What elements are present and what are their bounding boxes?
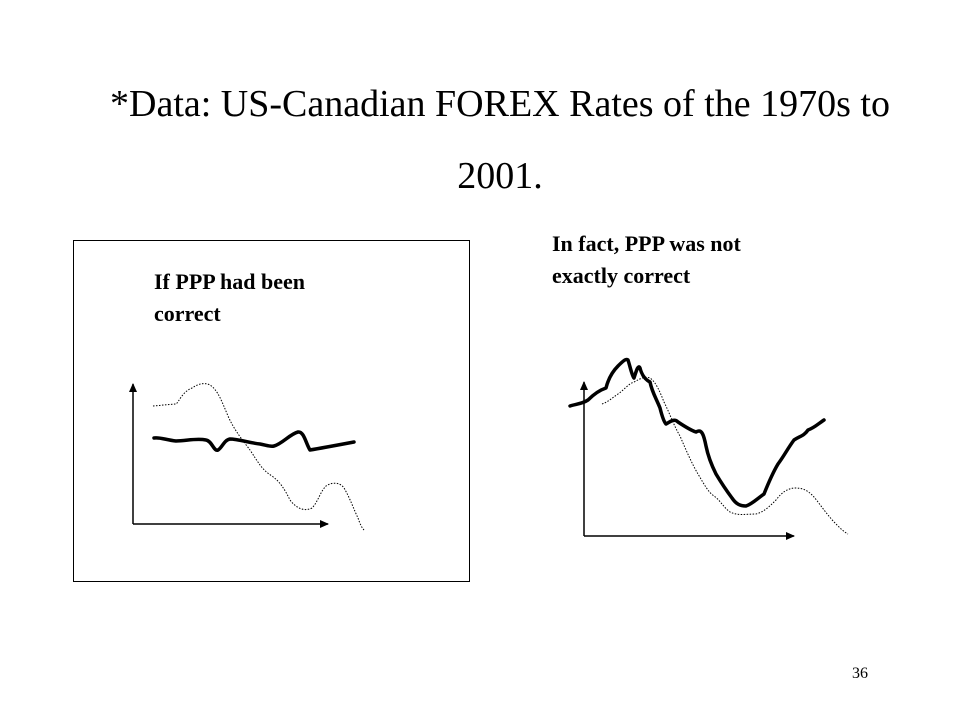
left-axes — [129, 383, 329, 528]
right-bold-curve — [568, 357, 826, 508]
left-caption-line2: correct — [154, 301, 221, 326]
right-dotted-curve — [601, 376, 849, 535]
right-caption-line2: exactly correct — [552, 263, 691, 288]
left-panel-frame — [73, 240, 470, 582]
right-panel-caption: In fact, PPP was not exactly correct — [552, 228, 852, 292]
right-axes — [580, 381, 795, 540]
left-dotted-curve — [152, 383, 365, 531]
slide-title-line2: 2001. — [457, 155, 543, 197]
slide-title: *Data: US-Canadian FOREX Rates of the 19… — [40, 68, 960, 212]
slide-title-line1: *Data: US-Canadian FOREX Rates of the 19… — [110, 83, 890, 125]
left-panel-caption: If PPP had been correct — [154, 266, 414, 330]
left-bold-curve — [152, 430, 356, 452]
page-number: 36 — [852, 665, 868, 682]
left-caption-line1: If PPP had been — [154, 269, 305, 294]
right-caption-line1: In fact, PPP was not — [552, 231, 741, 256]
